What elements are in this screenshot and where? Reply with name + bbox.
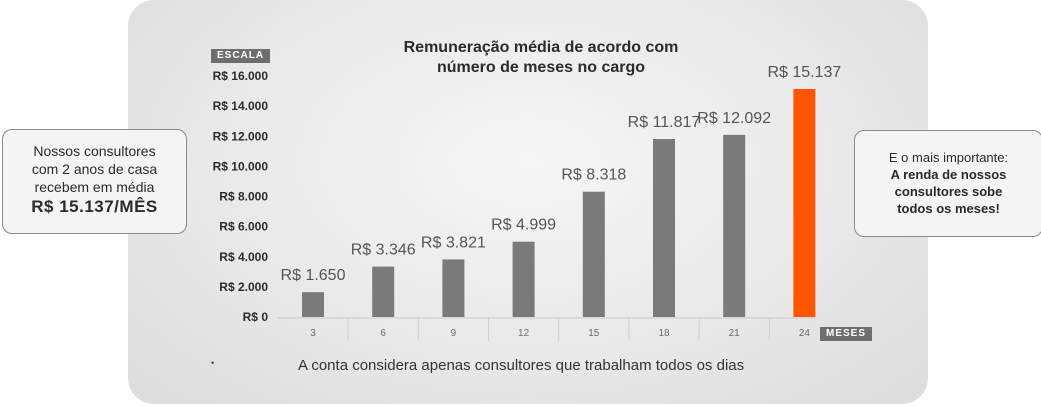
y-tick-label: R$ 16.000 [213, 69, 269, 83]
bar [442, 259, 465, 317]
x-tick-label: 9 [451, 328, 457, 339]
bar [582, 191, 605, 317]
bar [512, 241, 535, 317]
data-label: R$ 3.346 [351, 242, 416, 259]
y-tick-label: R$ 8.000 [219, 190, 268, 204]
right-callout: E o mais importante: A renda de nossos c… [854, 130, 1041, 237]
data-label: R$ 11.817 [628, 114, 701, 131]
x-tick-label: 24 [799, 328, 811, 339]
x-tick-label: 21 [729, 328, 741, 339]
y-tick-label: R$ 4.000 [219, 250, 268, 264]
left-callout-highlight: R$ 15.137/MÊS [31, 197, 158, 216]
x-tick-label: 12 [518, 328, 530, 339]
data-label: R$ 8.318 [561, 167, 626, 184]
data-label: R$ 12.092 [697, 110, 771, 127]
right-callout-intro: E o mais importante: [888, 150, 1009, 165]
y-axis-label: ESCALA [211, 49, 271, 63]
chart-title-line-2: número de meses no cargo [436, 59, 646, 76]
x-axis-label: MESES [820, 327, 873, 341]
footnote-mark: • [211, 358, 215, 368]
left-callout-line-3: recebem em média [34, 179, 155, 195]
x-tick-label: 3 [310, 328, 316, 339]
y-tick-label: R$ 6.000 [219, 220, 268, 234]
left-callout: Nossos consultores com 2 anos de casa re… [2, 129, 187, 234]
footnote: A conta considera apenas consultores que… [298, 357, 745, 374]
right-callout-line-1: A renda de nossos [890, 167, 1007, 182]
chart-title-line-1: Remuneração média de acordo com [403, 39, 679, 56]
right-callout-line-2: consultores sobe [894, 184, 1003, 199]
data-label: R$ 1.650 [281, 267, 346, 284]
chart-title: Remuneração média de acordo com número d… [336, 38, 746, 78]
left-callout-line-1: Nossos consultores [33, 143, 156, 159]
left-callout-line-2: com 2 anos de casa [31, 161, 158, 177]
bar [302, 292, 324, 317]
y-tick-label: R$ 10.000 [213, 159, 269, 173]
right-callout-line-3: todos os meses! [897, 201, 1000, 216]
data-label: R$ 3.821 [421, 234, 486, 251]
data-label: R$ 15.137 [767, 64, 841, 81]
bar [372, 266, 395, 317]
bar [723, 134, 746, 317]
y-tick-label: R$ 14.000 [213, 99, 269, 113]
bar [793, 88, 816, 318]
bar [653, 139, 675, 317]
data-label: R$ 4.999 [491, 217, 556, 234]
y-tick-label: R$ 2.000 [219, 280, 268, 294]
y-tick-label: R$ 12.000 [213, 129, 269, 143]
x-tick-label: 18 [658, 328, 670, 339]
x-tick-label: 6 [380, 328, 386, 339]
x-tick-label: 15 [588, 328, 600, 339]
y-tick-label: R$ 0 [243, 310, 269, 324]
